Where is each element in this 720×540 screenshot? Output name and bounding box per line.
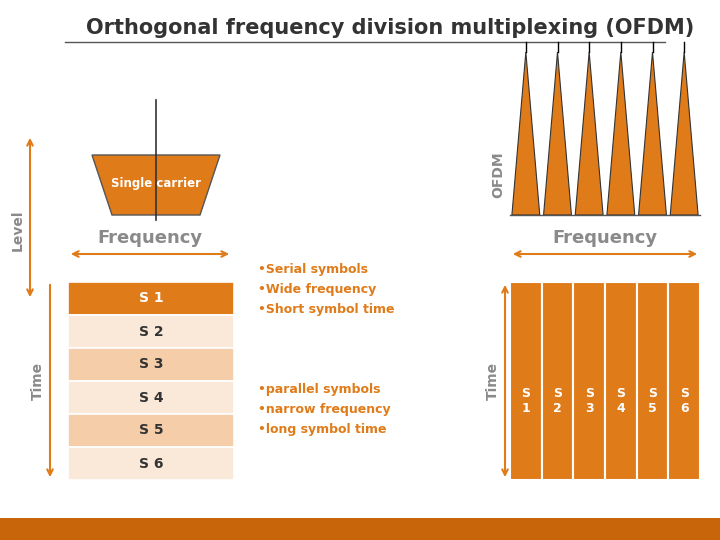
Polygon shape [607, 52, 635, 215]
Text: •Short symbol time: •Short symbol time [258, 303, 395, 316]
Text: S
1: S 1 [521, 387, 531, 415]
Text: Time: Time [31, 362, 45, 400]
Bar [510, 282, 541, 480]
Polygon shape [639, 52, 667, 215]
Text: S
2: S 2 [553, 387, 562, 415]
Text: •long symbol time: •long symbol time [258, 423, 387, 436]
Text: S 1: S 1 [139, 292, 163, 306]
Text: Single carrier: Single carrier [111, 177, 201, 190]
Bar [541, 282, 573, 480]
Text: •Serial symbols: •Serial symbols [258, 264, 368, 276]
Text: S
5: S 5 [648, 387, 657, 415]
Text: S
4: S 4 [616, 387, 626, 415]
Text: Level: Level [11, 209, 25, 251]
Text: S 6: S 6 [139, 456, 163, 470]
Polygon shape [512, 52, 540, 215]
Text: Time: Time [486, 362, 500, 400]
Polygon shape [544, 52, 572, 215]
Text: S
3: S 3 [585, 387, 594, 415]
Bar [68, 414, 234, 447]
Text: •Wide frequency: •Wide frequency [258, 284, 377, 296]
Bar [68, 315, 234, 348]
Bar [668, 282, 700, 480]
Text: S 4: S 4 [139, 390, 163, 404]
Text: S
6: S 6 [680, 387, 688, 415]
Polygon shape [670, 52, 698, 215]
Bar [68, 348, 234, 381]
Bar [0, 518, 720, 540]
Text: Orthogonal frequency division multiplexing (OFDM): Orthogonal frequency division multiplexi… [86, 18, 694, 38]
Bar [68, 282, 234, 315]
Polygon shape [575, 52, 603, 215]
Bar [605, 282, 636, 480]
Text: S 2: S 2 [139, 325, 163, 339]
Bar [573, 282, 605, 480]
Polygon shape [92, 155, 220, 215]
Text: S 5: S 5 [139, 423, 163, 437]
Text: Frequency: Frequency [97, 229, 202, 247]
Text: •parallel symbols: •parallel symbols [258, 383, 380, 396]
Text: OFDM: OFDM [491, 152, 505, 198]
Bar [68, 447, 234, 480]
Text: Frequency: Frequency [552, 229, 657, 247]
Text: •narrow frequency: •narrow frequency [258, 403, 391, 416]
Text: S 3: S 3 [139, 357, 163, 372]
Bar [68, 381, 234, 414]
Bar [636, 282, 668, 480]
